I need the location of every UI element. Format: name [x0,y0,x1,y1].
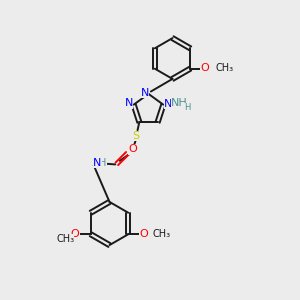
Text: CH₃: CH₃ [153,229,171,239]
Text: N: N [93,158,101,168]
Text: H: H [184,103,190,112]
Text: N: N [164,99,172,109]
Text: O: O [128,144,137,154]
Text: H: H [99,158,106,168]
Text: CH₃: CH₃ [56,234,74,244]
Text: CH₃: CH₃ [215,63,233,73]
Text: N: N [125,98,133,109]
Text: S: S [132,130,139,141]
Text: NH: NH [171,98,188,108]
Text: O: O [140,229,148,239]
Text: O: O [200,63,208,73]
Text: O: O [71,229,80,239]
Text: N: N [140,88,149,98]
